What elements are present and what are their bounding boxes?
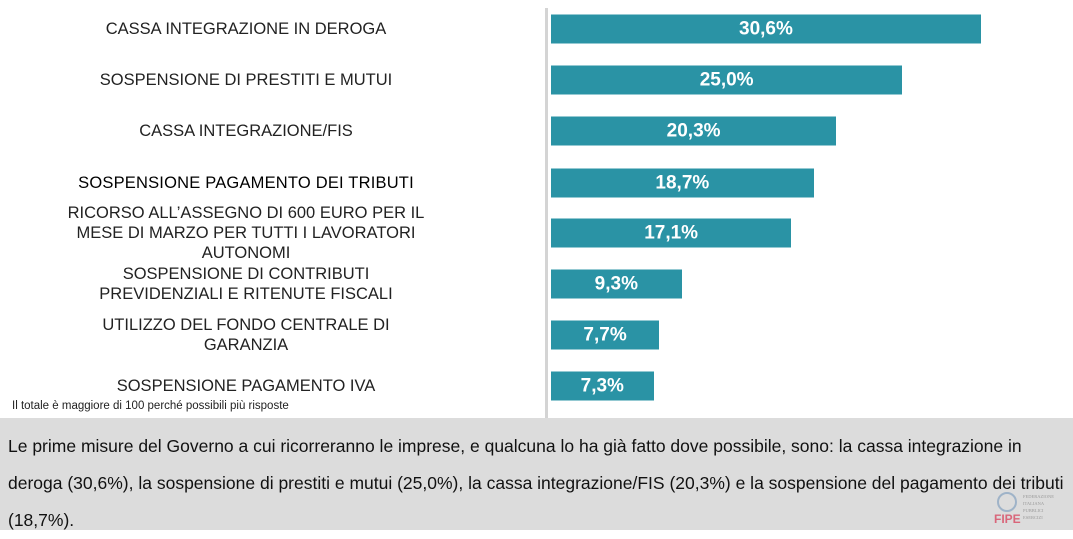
category-label: RICORSO ALL’ASSEGNO DI 600 EURO PER IL M… (67, 204, 425, 262)
bar: 25,0% (551, 65, 903, 95)
data-label: 7,7% (583, 324, 627, 345)
svg-text:PUBBLICI: PUBBLICI (1023, 508, 1044, 513)
category-label: SOSPENSIONE DI PRESTITI E MUTUI (99, 71, 393, 89)
category-label: SOSPENSIONE PAGAMENTO IVA (116, 377, 376, 395)
data-label: 30,6% (739, 18, 793, 39)
category-label: SOSPENSIONE PAGAMENTO DEI TRIBUTI (78, 174, 414, 192)
svg-text:FEDERAZIONE: FEDERAZIONE (1023, 494, 1054, 499)
bar: 30,6% (551, 14, 981, 44)
data-label: 7,3% (580, 375, 624, 396)
bar: 17,1% (551, 218, 792, 248)
data-label: 17,1% (644, 222, 699, 243)
bar: 20,3% (551, 116, 837, 146)
caption-text: Le prime misure del Governo a cui ricorr… (8, 436, 1064, 530)
category-label: SOSPENSIONE DI CONTRIBUTI PREVIDENZIALI … (99, 265, 393, 303)
bar-chart: CASSA INTEGRAZIONE IN DEROGA 30,6% SOSPENS… (67, 8, 981, 418)
caption-panel: Le prime misure del Governo a cui ricorr… (0, 418, 1073, 530)
svg-text:ITALIANA: ITALIANA (1023, 501, 1045, 506)
category-label: CASSA INTEGRAZIONE/FIS (139, 122, 353, 140)
bar: 18,7% (551, 168, 814, 198)
fipe-logo: FIPE FEDERAZIONE ITALIANA PUBBLICI ESERC… (994, 492, 1054, 526)
data-label: 18,7% (655, 172, 710, 193)
y-axis-line (545, 8, 548, 418)
footnote: Il totale è maggiore di 100 perché possi… (12, 400, 289, 412)
svg-text:FIPE: FIPE (994, 512, 1021, 526)
bar: 9,3% (551, 269, 682, 299)
svg-text:ESERCIZI: ESERCIZI (1023, 515, 1043, 520)
data-label: 20,3% (666, 120, 721, 141)
bar: 7,7% (551, 320, 660, 350)
category-label: UTILIZZO DEL FONDO CENTRALE DI GARANZIA (102, 316, 390, 354)
category-label: CASSA INTEGRAZIONE IN DEROGA (105, 20, 387, 38)
data-label: 9,3% (594, 273, 638, 294)
bar: 7,3% (551, 371, 654, 401)
data-label: 25,0% (699, 69, 754, 90)
